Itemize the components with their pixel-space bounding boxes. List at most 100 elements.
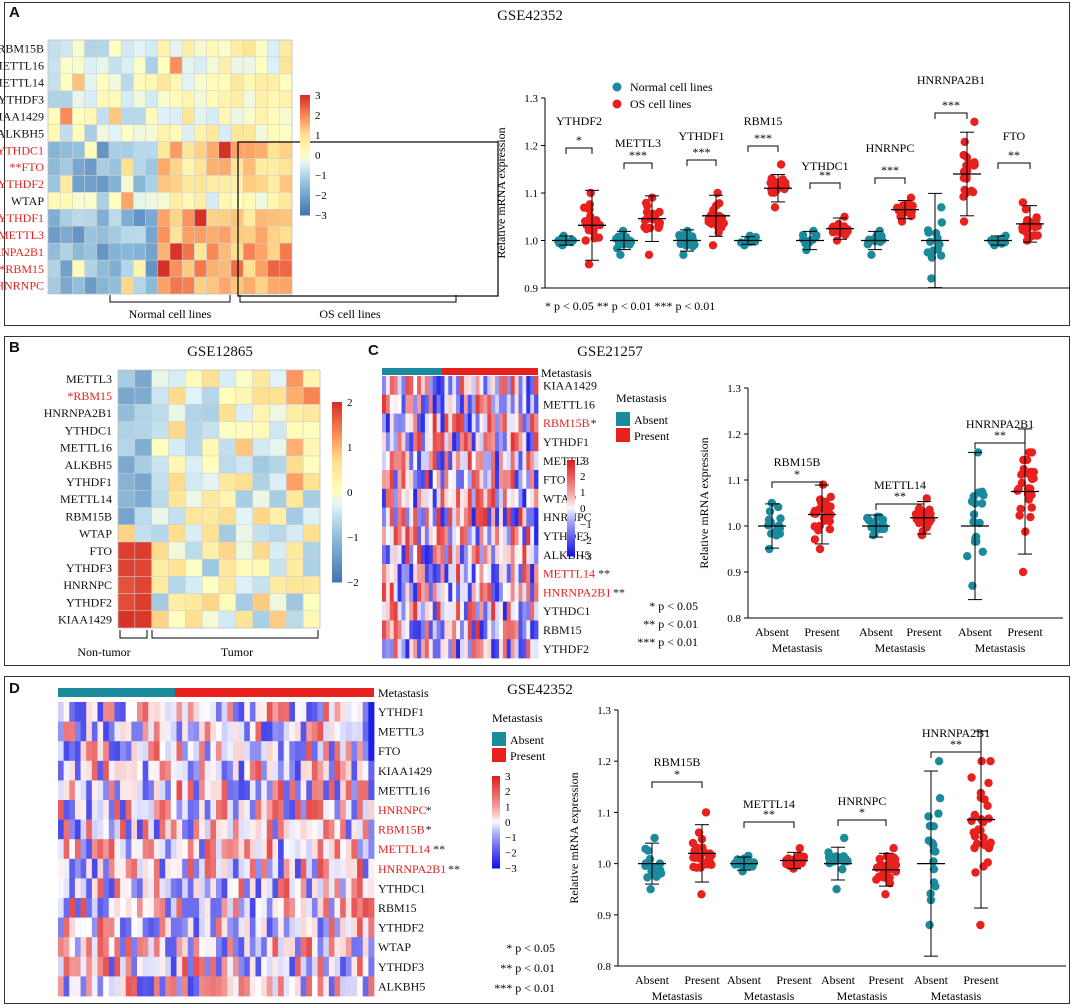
- heatmap-cell: [483, 413, 488, 433]
- heatmap-cell: [409, 488, 414, 508]
- heatmap-cell: [108, 898, 115, 918]
- heatmap-cell: [182, 702, 189, 722]
- group-label: Non-tumor: [77, 645, 130, 659]
- heatmap-cell: [530, 432, 535, 452]
- heatmap-cell: [421, 451, 426, 471]
- heatmap-cell: [368, 917, 375, 938]
- heatmap-cell: [397, 601, 402, 621]
- heatmap-cell: [148, 858, 155, 879]
- heatmap-cell: [86, 898, 93, 918]
- heatmap-cell: [389, 488, 395, 508]
- heatmap-cell: [266, 741, 273, 762]
- gene-label: YTHDF3: [378, 960, 424, 974]
- heatmap-cell: [499, 545, 504, 565]
- data-point: [585, 200, 594, 209]
- heatmap-cell: [193, 898, 200, 918]
- heatmap-cell: [69, 760, 76, 781]
- heatmap-cell: [440, 488, 445, 508]
- data-point: [832, 236, 842, 245]
- heatmap-cell: [499, 376, 504, 396]
- heatmap-cell: [479, 639, 484, 659]
- heatmap-cell: [238, 819, 245, 840]
- heatmap-cell: [514, 582, 519, 602]
- data-point: [875, 854, 884, 864]
- data-point: [929, 840, 938, 850]
- heatmap-cell: [393, 413, 398, 433]
- heatmap-cell: [103, 819, 110, 840]
- colorbar-step: [332, 534, 342, 538]
- colorbar-step: [492, 800, 500, 803]
- heatmap-cell: [181, 56, 195, 75]
- heatmap-cell: [417, 526, 422, 546]
- heatmap-cell: [463, 639, 469, 659]
- heatmap-cell: [206, 158, 220, 176]
- heatmap-cell: [108, 780, 115, 801]
- heatmap-cell: [266, 819, 273, 840]
- colorbar-step: [332, 570, 342, 574]
- heatmap-cell: [405, 451, 410, 471]
- data-point: [643, 201, 652, 210]
- heatmap-cell: [159, 858, 166, 879]
- heatmap-cell: [120, 192, 134, 210]
- heatmap-cell: [206, 192, 220, 210]
- gene-label: YTHDC1: [378, 881, 425, 895]
- heatmap-cell: [495, 639, 500, 659]
- heatmap-cell: [227, 956, 234, 977]
- heatmap-cell: [283, 800, 290, 820]
- heatmap-cell: [345, 800, 352, 820]
- heatmap-cell: [506, 451, 512, 471]
- heatmap-cell: [204, 741, 211, 762]
- heatmap-cell: [269, 369, 287, 388]
- heatmap-cell: [401, 507, 406, 527]
- heatmap-cell: [255, 175, 268, 193]
- heatmap-cell: [413, 545, 418, 565]
- heatmap-cell: [417, 601, 422, 621]
- heatmap-cell: [117, 576, 136, 594]
- heatmap-cell: [230, 226, 244, 244]
- heatmap-cell: [456, 564, 461, 584]
- heatmap-cell: [534, 564, 539, 584]
- colorbar-step: [332, 561, 342, 565]
- heatmap-cell: [218, 455, 237, 474]
- gene-sig-stars: *: [591, 416, 597, 430]
- heatmap-cell: [165, 878, 172, 899]
- heatmap-cell: [182, 898, 189, 918]
- heatmap-cell: [157, 90, 171, 108]
- heatmap-cell: [491, 451, 496, 471]
- heatmap-cell: [181, 141, 195, 159]
- colorbar-step: [567, 544, 575, 547]
- heatmap-cell: [165, 839, 172, 860]
- heatmap-cell: [80, 956, 87, 977]
- heatmap-cell: [114, 898, 121, 918]
- colorbar-step: [492, 832, 500, 835]
- heatmap-cell: [255, 141, 268, 159]
- heatmap-cell: [267, 209, 281, 227]
- heatmap-cell: [108, 39, 122, 58]
- data-point: [644, 250, 654, 259]
- colorbar-step: [332, 459, 342, 463]
- heatmap-cell: [249, 878, 256, 899]
- heatmap-cell: [165, 741, 172, 762]
- data-point: [1021, 205, 1030, 214]
- heatmap-cell: [448, 394, 453, 414]
- heatmap-cell: [86, 760, 93, 781]
- heatmap-cell: [487, 639, 492, 659]
- heatmap-cell: [463, 620, 469, 640]
- colorbar-step: [332, 429, 342, 433]
- heatmap-cell: [249, 800, 256, 820]
- heatmap-cell: [311, 721, 318, 742]
- colorbar-step: [332, 498, 342, 502]
- heatmap-cell: [201, 421, 220, 440]
- data-point: [877, 861, 887, 870]
- data-point: [652, 871, 662, 881]
- heatmap-cell: [495, 394, 500, 414]
- data-point: [967, 159, 976, 168]
- colorbar-tick: 2: [505, 786, 511, 798]
- heatmap-cell: [428, 470, 434, 490]
- colorbar-step: [567, 508, 575, 511]
- heatmap-cell: [368, 937, 375, 958]
- colorbar-tick: −2: [315, 190, 327, 202]
- heatmap-cell: [306, 741, 313, 762]
- heatmap-cell: [249, 721, 256, 742]
- heatmap-cell: [201, 404, 220, 422]
